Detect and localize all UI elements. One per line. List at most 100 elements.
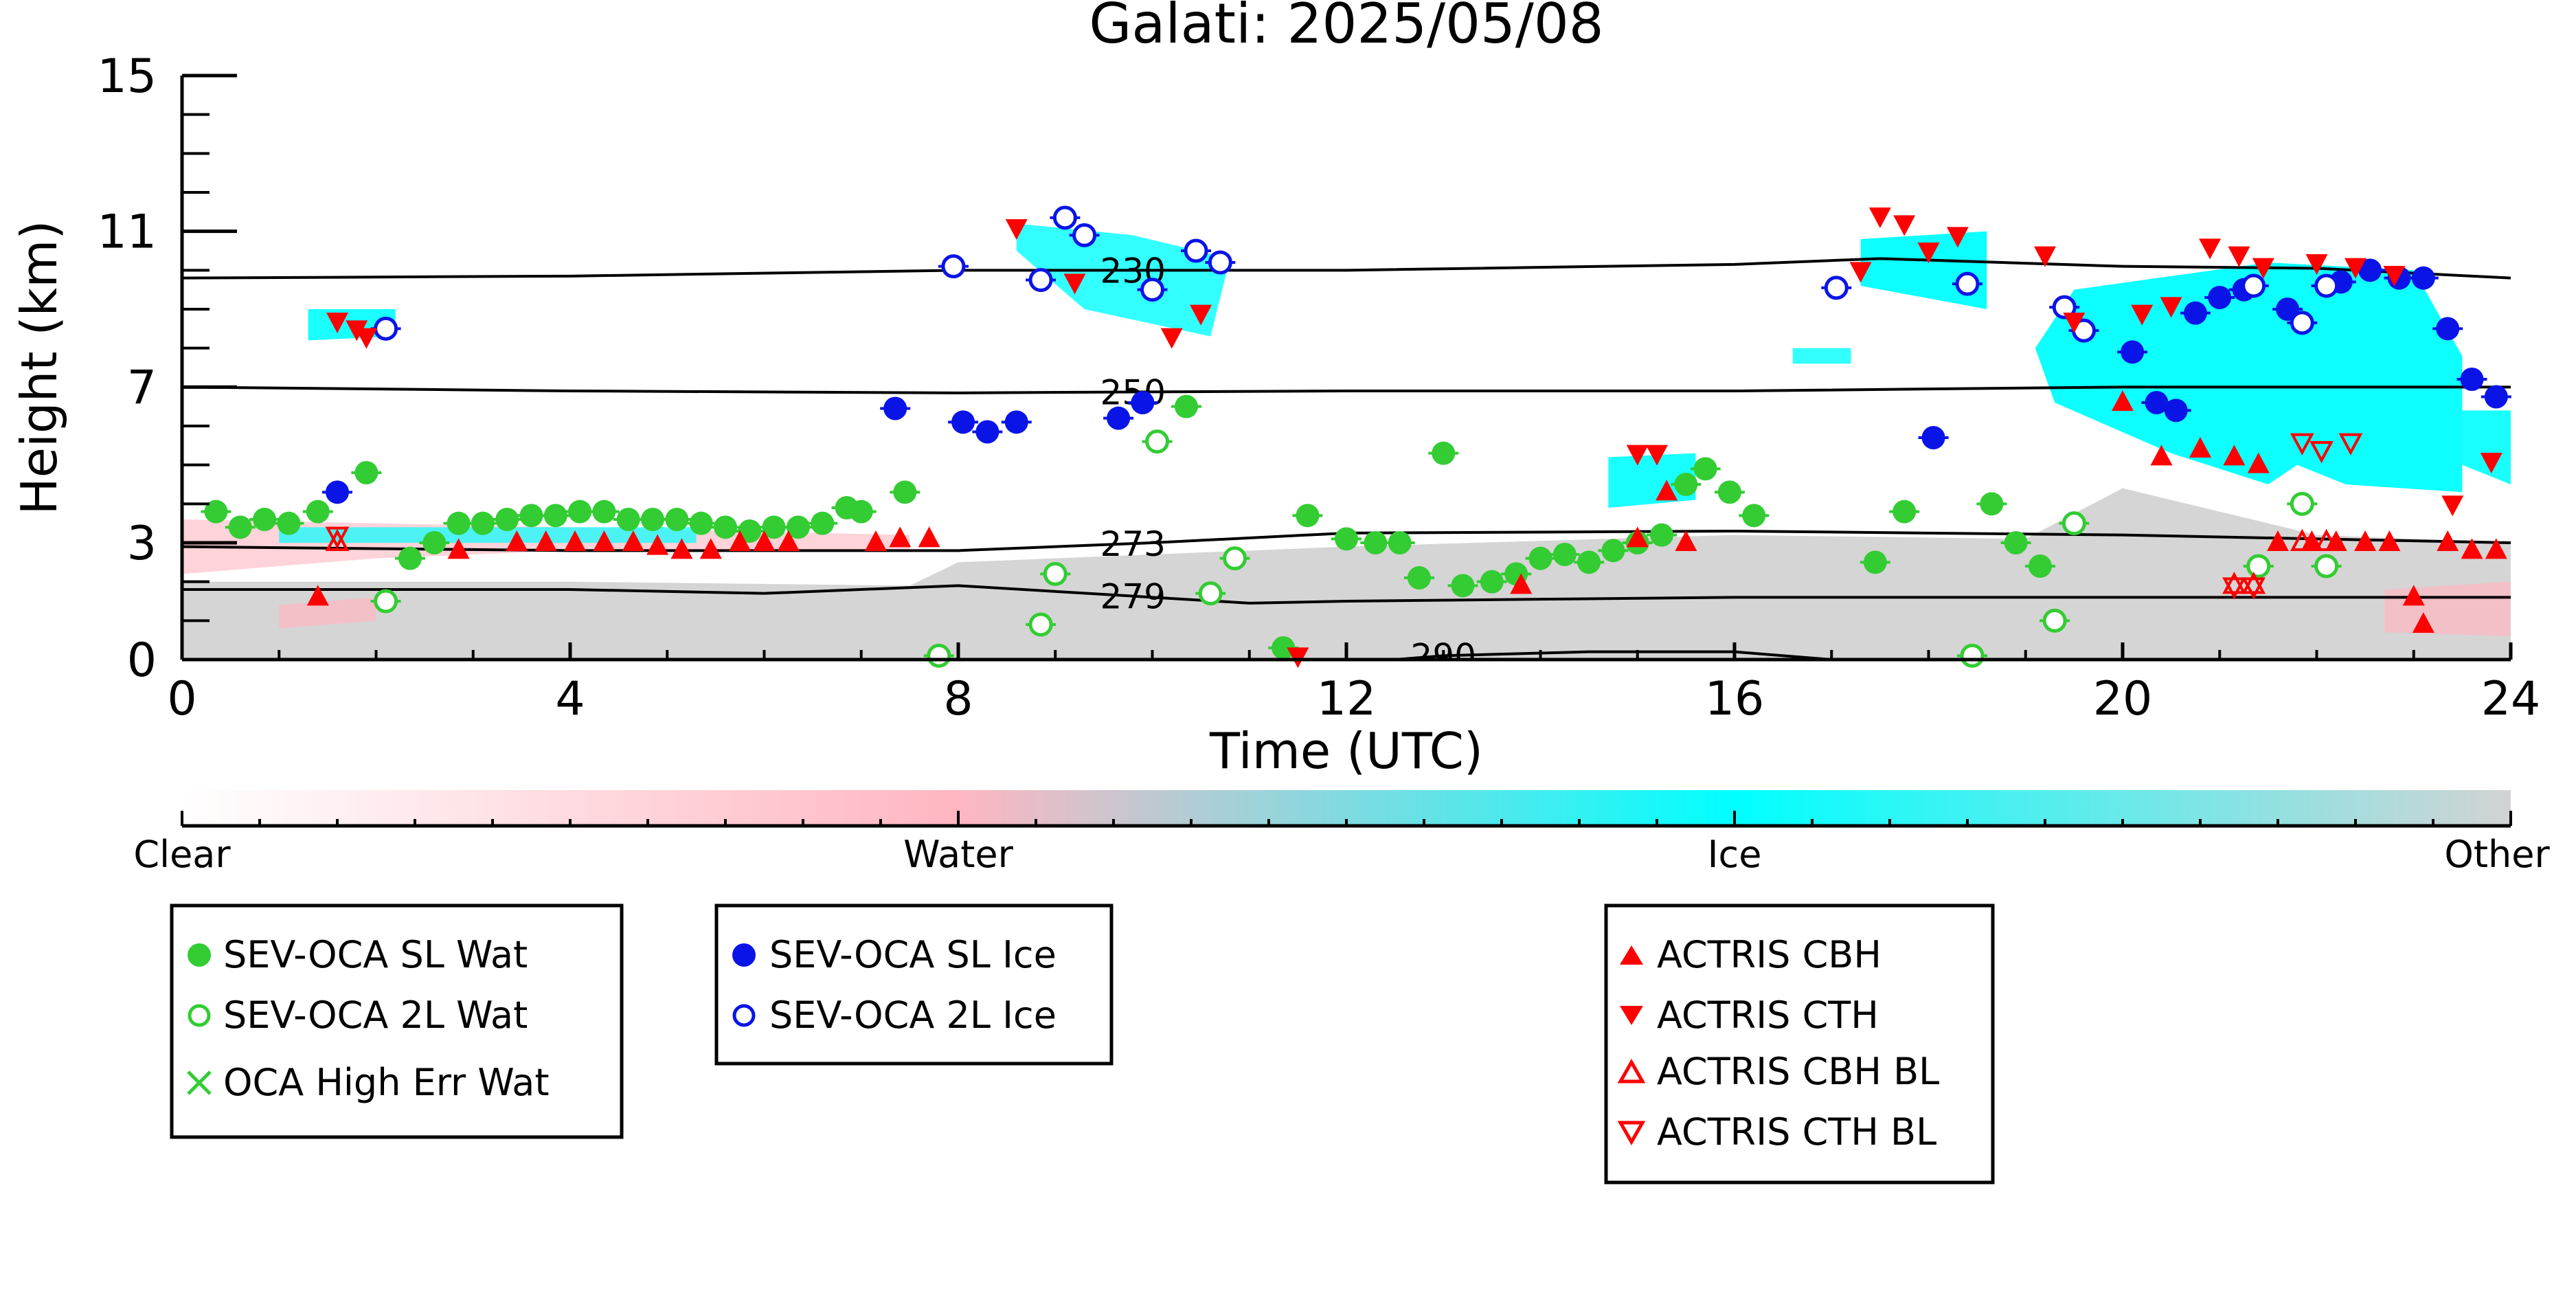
actris-cbh-point xyxy=(2437,530,2459,551)
sev-oca-sl-ice-point xyxy=(951,410,975,434)
y-tick-label: 3 xyxy=(127,517,157,571)
isotherm-line xyxy=(1298,650,1832,660)
legend-marker-2l-ice xyxy=(732,1004,756,1027)
actris-cbh-point xyxy=(534,530,557,551)
sev-oca-sl-wat-point xyxy=(228,515,252,539)
cloud-mask-region xyxy=(182,488,2511,660)
actris-cth-point xyxy=(2131,304,2154,326)
sev-oca-2l-wat-point xyxy=(1043,561,1067,586)
actris-cbh-point xyxy=(2461,538,2483,559)
legend-label: ACTRIS CTH xyxy=(1657,993,1879,1037)
actris-cth-bl-point xyxy=(2290,433,2314,456)
colorbar-label-water: Water xyxy=(903,833,1013,876)
actris-cth-point xyxy=(1849,262,1872,283)
actris-cbh-bl-point xyxy=(2241,572,2266,594)
colorbar-label-other: Other xyxy=(2444,833,2550,876)
sev-oca-sl-wat-point xyxy=(1674,473,1698,496)
actris-cth-point xyxy=(355,328,378,349)
sev-oca-sl-ice-point xyxy=(2183,301,2207,325)
actris-cbh-point xyxy=(918,526,940,548)
y-tick-label: 0 xyxy=(127,633,157,688)
legend-label: ACTRIS CBH BL xyxy=(1657,1050,1939,1093)
y-tick-label: 11 xyxy=(97,205,157,260)
legend-box xyxy=(170,903,624,1139)
legend-label: SEV-OCA 2L Wat xyxy=(223,993,528,1037)
legend-box xyxy=(1604,903,1995,1185)
sev-oca-sl-wat-point xyxy=(1742,504,1766,528)
actris-cth-point xyxy=(2252,258,2274,279)
actris-cth-bl-point xyxy=(2241,577,2266,600)
sev-oca-sl-wat-point xyxy=(762,515,786,539)
sev-oca-2l-ice-point xyxy=(1028,268,1053,292)
cloud-mask-background xyxy=(182,223,2511,660)
sev-oca-2l-wat-point xyxy=(1223,546,1247,571)
cloud-mask-region xyxy=(279,527,697,543)
sev-oca-sl-ice-point xyxy=(2411,266,2435,290)
y-axis-label: Height (km) xyxy=(10,221,68,515)
x-tick-label: 8 xyxy=(943,672,973,726)
actris-cth-point xyxy=(1063,273,1086,295)
actris-cbh-point xyxy=(1626,526,1649,548)
sev-oca-2l-wat-point xyxy=(2061,511,2086,536)
actris-cth-point xyxy=(1626,445,1649,466)
cloud-mask-region xyxy=(279,597,376,629)
actris-cbh-point xyxy=(646,534,669,555)
actris-cbh-point xyxy=(2402,585,2425,606)
y-tick-label: 15 xyxy=(97,49,157,104)
isotherm-label: 279 xyxy=(1100,577,1166,617)
sev-oca-sl-wat-point xyxy=(422,531,447,554)
sev-oca-sl-wat-point xyxy=(1432,441,1456,465)
legend-marker-cth-bl xyxy=(1617,1121,1646,1146)
actris-cbh-point xyxy=(2112,390,2134,411)
actris-cth-point xyxy=(1946,227,1969,248)
legend-ice: SEV-OCA SL Ice SEV-OCA 2L Ice xyxy=(714,903,1114,1066)
sev-oca-sl-wat-point xyxy=(1863,550,1887,574)
sev-oca-2l-wat-point xyxy=(374,589,398,614)
sev-oca-2l-wat-point xyxy=(2290,491,2314,516)
chart-title: Galati: 2025/05/08 xyxy=(1089,0,1603,56)
sev-oca-2l-ice-point xyxy=(2241,273,2266,298)
legend-label: SEV-OCA SL Ice xyxy=(769,933,1057,976)
sev-oca-2l-ice-point xyxy=(2290,311,2314,335)
sev-oca-2l-wat-point xyxy=(1028,612,1053,637)
sev-oca-sl-ice-point xyxy=(2164,398,2188,423)
sev-oca-sl-wat-point xyxy=(738,519,762,543)
sev-oca-2l-ice-point xyxy=(941,254,966,279)
x-tick-label: 12 xyxy=(1317,672,1377,726)
actris-cbh-point xyxy=(2485,538,2507,559)
actris-cth-point xyxy=(2228,246,2250,267)
actris-cth-point xyxy=(2480,453,2502,473)
legend-label: ACTRIS CTH BL xyxy=(1657,1110,1936,1154)
sev-oca-2l-wat-point xyxy=(1145,429,1170,454)
sev-oca-2l-ice-point xyxy=(1184,238,1208,263)
actris-cbh-point xyxy=(753,530,776,551)
actris-cbh-point xyxy=(699,538,722,559)
sev-oca-sl-ice-point xyxy=(326,480,349,504)
actris-cbh-point xyxy=(506,530,528,551)
legend-marker-cbh-bl xyxy=(1617,1058,1646,1084)
actris-cbh-point xyxy=(2247,452,2270,473)
actris-cth-point xyxy=(1868,207,1891,228)
x-axis-label: Time (UTC) xyxy=(1209,722,1483,780)
legend-label: OCA High Err Wat xyxy=(223,1061,550,1104)
actris-cth-bl-point xyxy=(2222,577,2246,600)
sev-oca-2l-ice-point xyxy=(1052,205,1077,230)
sev-oca-sl-wat-point xyxy=(1650,523,1674,547)
actris-cbh-point xyxy=(564,530,587,551)
actris-cth-point xyxy=(2063,313,2086,333)
sev-oca-sl-wat-point xyxy=(277,511,301,535)
legend-water: SEV-OCA SL Wat SEV-OCA 2L Wat OCA High E… xyxy=(170,903,624,1139)
legend-marker-2l-wat xyxy=(188,1004,211,1027)
actris-cth-point xyxy=(1893,215,1916,236)
actris-cbh-point xyxy=(622,530,644,551)
legend-marker-cbh xyxy=(1620,945,1643,965)
actris-cth-point xyxy=(1646,445,1668,466)
actris-cth-bl-point xyxy=(2338,433,2363,456)
actris-cth-point xyxy=(1160,328,1183,349)
actris-cth-point xyxy=(326,313,348,333)
colorbar: Clear Water Ice Other xyxy=(133,790,2550,876)
sev-oca-sl-ice-point xyxy=(2484,385,2508,409)
x-tick-label: 16 xyxy=(1705,672,1765,726)
sev-oca-sl-wat-point xyxy=(1364,531,1388,554)
sev-oca-2l-wat-point xyxy=(2042,608,2067,633)
